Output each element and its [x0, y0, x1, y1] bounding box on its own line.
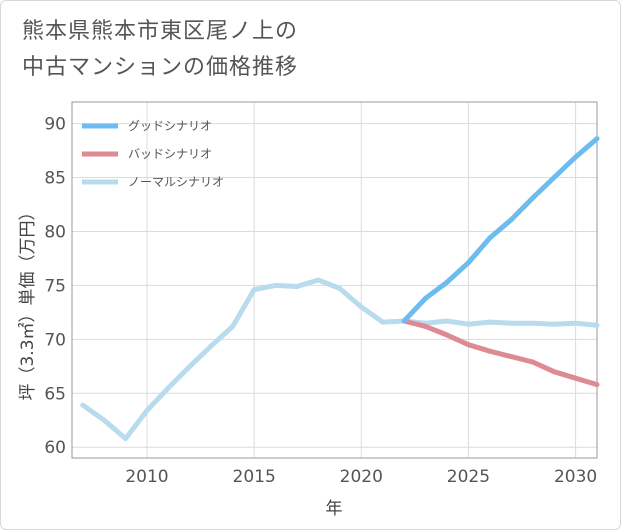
chart-title-line-2: 中古マンションの価格推移 [22, 55, 299, 80]
legend-item-2: バッドシナリオ [82, 147, 212, 161]
data-point [337, 286, 343, 292]
y-tick-label: 70 [44, 330, 66, 350]
data-point [465, 321, 471, 327]
x-tick-label: 2015 [233, 467, 276, 487]
data-point [294, 284, 300, 289]
data-point [465, 260, 471, 266]
data-point [423, 323, 429, 329]
y-tick-label: 85 [44, 169, 66, 189]
data-point [551, 175, 557, 180]
chart-title: 熊本県熊本市東区尾ノ上の 中古マンションの価格推移 [22, 14, 298, 86]
x-tick-label: 2020 [340, 467, 383, 487]
data-point [315, 277, 321, 283]
y-tick-label: 75 [44, 276, 66, 296]
data-point [508, 320, 514, 326]
chart-title-line-1: 熊本県熊本市東区尾ノ上の [22, 19, 299, 44]
legend-label: バッドシナリオ [128, 147, 212, 161]
legend-item-1: グッドシナリオ [82, 119, 212, 133]
legend-item-3: ノーマルシナリオ [82, 175, 224, 189]
data-point [401, 318, 407, 324]
data-point [165, 385, 171, 391]
data-point [273, 282, 279, 288]
grid-lines [72, 102, 597, 458]
data-point [487, 348, 493, 354]
data-point [487, 319, 493, 325]
data-point [573, 154, 579, 160]
data-point [444, 279, 450, 285]
data-point [594, 136, 600, 142]
series-1 [401, 136, 600, 324]
data-point [530, 320, 536, 326]
series-line-2 [403, 318, 598, 387]
data-point [230, 323, 236, 329]
axis-ticks: 2010 2015 2020 2025 2030 60 65 70 75 80 85 90 [44, 115, 597, 487]
data-point [573, 375, 579, 381]
data-point [101, 417, 107, 423]
data-point [423, 295, 429, 301]
data-point [573, 320, 579, 326]
series-2 [401, 318, 600, 388]
y-tick-label: 80 [44, 222, 66, 242]
x-tick-label: 2030 [554, 467, 597, 487]
y-axis-label: 坪（3.3㎡）単価（万円） [18, 203, 38, 400]
data-point [187, 363, 193, 369]
data-point [530, 195, 536, 201]
data-point [444, 332, 450, 338]
data-point [358, 304, 364, 310]
data-point [80, 402, 86, 408]
data-point [251, 287, 257, 293]
legend-label: グッドシナリオ [128, 119, 212, 133]
data-point [144, 408, 150, 413]
data-point [508, 354, 514, 360]
series-layer [80, 136, 600, 442]
x-tick-label: 2010 [125, 467, 168, 487]
data-point [551, 321, 557, 327]
y-tick-label: 90 [44, 115, 66, 135]
x-tick-label: 2025 [447, 467, 490, 487]
series-line-1 [402, 136, 599, 323]
data-point [594, 382, 600, 388]
x-axis-label: 年 [326, 499, 343, 519]
data-point [444, 318, 450, 324]
data-point [487, 235, 493, 241]
data-point [530, 359, 536, 365]
data-point [508, 217, 514, 223]
y-tick-label: 60 [44, 438, 66, 458]
data-point [594, 322, 600, 328]
plot-area-frame [71, 101, 598, 459]
data-point [208, 343, 214, 349]
data-point [380, 319, 386, 325]
legend-label: ノーマルシナリオ [128, 175, 224, 189]
y-tick-label: 65 [44, 384, 66, 404]
data-point [465, 342, 471, 348]
data-point [123, 436, 129, 442]
data-point [551, 369, 557, 375]
